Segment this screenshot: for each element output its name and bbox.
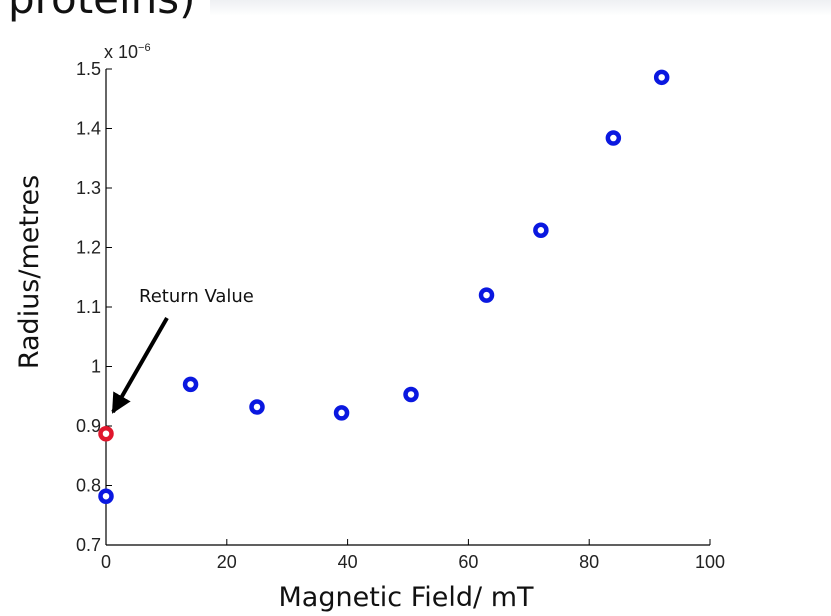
- top-banner-strip: [210, 0, 831, 16]
- y-tick-label: 1.3: [76, 178, 101, 198]
- x-tick-label: 40: [338, 552, 358, 572]
- y-axis-title: Radius/metres: [14, 175, 45, 369]
- x-tick-label: 0: [101, 552, 111, 572]
- y-tick-label: 0.7: [76, 535, 101, 555]
- annotation-arrow: [111, 317, 169, 414]
- y-tick-label: 1: [91, 357, 101, 377]
- data-point: [533, 222, 549, 238]
- data-point: [605, 130, 622, 146]
- y-tick-label: 0.9: [76, 416, 101, 436]
- y-axis-exponent: x 10−6: [104, 42, 151, 62]
- y-tick-label: 1.5: [76, 59, 101, 79]
- y-tick-label: 1.4: [76, 119, 101, 139]
- data-point: [653, 69, 670, 86]
- x-tick-label: 100: [695, 552, 725, 572]
- data-point: [403, 386, 419, 403]
- data-point: [249, 399, 265, 415]
- y-tick-label: 0.8: [76, 476, 101, 496]
- ticks: [105, 68, 711, 546]
- x-tick-label: 80: [579, 552, 599, 572]
- data-point: [182, 376, 199, 393]
- data-point: [333, 405, 350, 421]
- y-tick-label: 1.2: [76, 238, 101, 258]
- x-tick-label: 20: [217, 552, 237, 572]
- data-point: [98, 488, 114, 504]
- data-point: [478, 287, 495, 303]
- x-tick-label: 60: [458, 552, 478, 572]
- y-tick-label: 1.1: [76, 297, 101, 317]
- data-points: [98, 69, 670, 504]
- tick-labels: 0 20 40 60 80 100 0.7 0.8 0.9 1 1.1 1.2 1.3 1.4 1.5: [76, 59, 725, 572]
- return-value-point: [98, 425, 114, 442]
- partial-heading-text: proteins): [8, 0, 196, 23]
- return-value-annotation: Return Value: [139, 286, 254, 307]
- x-axis-title: Magnetic Field/ mT: [278, 582, 534, 613]
